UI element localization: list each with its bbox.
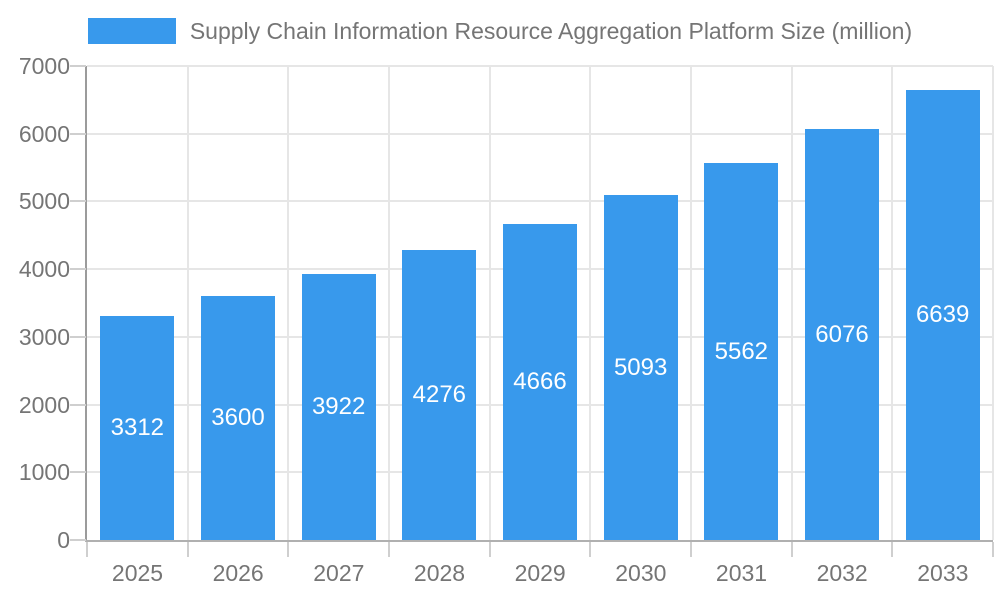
y-tick-3000: [70, 335, 86, 338]
gridline-v-6: [690, 66, 692, 540]
y-axis-label-5000: 5000: [18, 188, 70, 215]
bar-2033[interactable]: 6639: [905, 90, 980, 540]
gridline-v-5: [589, 66, 592, 540]
x-axis-label-2030: 2030: [615, 560, 667, 586]
gridline-5000: [87, 200, 993, 203]
gridline-v-8: [891, 66, 894, 540]
bar-value-label-2031: 5562: [714, 337, 769, 365]
x-tick-3: [388, 542, 390, 557]
gridline-v-4: [488, 66, 491, 540]
x-tick-8: [891, 542, 894, 557]
bar-value-label-2030: 5093: [613, 353, 668, 381]
bar-2031[interactable]: 5562: [704, 163, 779, 540]
y-tick-4000: [70, 268, 86, 271]
y-tick-5000: [70, 200, 86, 203]
bar-2030[interactable]: 5093: [603, 195, 678, 540]
plot-area: 3312 3600 3922 4276 4666 5093 5562 6076 6639: [87, 65, 994, 540]
x-axis-label-2029: 2029: [514, 560, 566, 586]
bar-2025[interactable]: 3312: [100, 316, 175, 540]
x-axis-label-2027: 2027: [313, 560, 365, 586]
gridline-v-1: [186, 66, 189, 540]
x-tick-7: [790, 542, 793, 557]
gridline-v-9: [992, 66, 994, 540]
bar-value-label-2029: 4666: [513, 368, 567, 395]
gridline-v-7: [790, 66, 793, 540]
y-axis-label-2000: 2000: [18, 391, 70, 418]
bar-value-label-2028: 4276: [412, 381, 467, 408]
y-axis-label-7000: 7000: [18, 53, 70, 79]
bar-value-label-2032: 6076: [815, 320, 869, 348]
chart-legend[interactable]: Supply Chain Information Resource Aggreg…: [0, 14, 1000, 48]
x-axis-label-2028: 2028: [413, 560, 466, 586]
y-tick-1000: [70, 471, 86, 474]
x-tick-0: [86, 542, 88, 557]
y-axis-label-1000: 1000: [18, 459, 70, 486]
y-axis-label-3000: 3000: [18, 323, 70, 350]
y-tick-6000: [70, 132, 86, 135]
x-axis-label-2033: 2033: [917, 560, 969, 586]
x-tick-1: [186, 542, 189, 557]
bar-2032[interactable]: 6076: [805, 129, 879, 540]
gridline-v-3: [388, 66, 390, 540]
y-tick-7000: [70, 65, 86, 67]
x-tick-2: [287, 542, 290, 557]
y-tick-2000: [70, 403, 86, 406]
bar-2028[interactable]: 4276: [402, 250, 477, 540]
x-axis-label-2032: 2032: [816, 560, 868, 586]
legend-label: Supply Chain Information Resource Aggreg…: [189, 17, 913, 44]
gridline-7000: [87, 65, 993, 67]
legend-swatch: [87, 18, 176, 44]
x-axis-line: [85, 540, 993, 542]
bar-2027[interactable]: 3922: [301, 274, 376, 540]
gridline-v-2: [287, 66, 290, 540]
x-axis-label-2026: 2026: [212, 560, 264, 586]
x-tick-5: [589, 542, 592, 557]
y-axis-label-0: 0: [57, 527, 70, 553]
x-tick-4: [488, 542, 491, 557]
x-axis-label-2031: 2031: [715, 560, 768, 586]
y-axis-line: [85, 66, 87, 542]
bar-value-label-2027: 3922: [311, 393, 366, 420]
gridline-6000: [87, 132, 993, 135]
x-tick-9: [992, 542, 994, 557]
x-axis-label-2025: 2025: [111, 560, 164, 586]
bar-value-label-2025: 3312: [110, 414, 165, 441]
y-axis-label-4000: 4000: [18, 256, 70, 283]
y-axis-label-6000: 6000: [18, 120, 70, 147]
y-tick-0: [70, 539, 86, 541]
bar-2029[interactable]: 4666: [503, 224, 577, 540]
bar-2026[interactable]: 3600: [201, 296, 275, 540]
x-tick-6: [690, 542, 692, 557]
bar-value-label-2026: 3600: [211, 404, 265, 431]
bar-value-label-2033: 6639: [915, 301, 970, 328]
